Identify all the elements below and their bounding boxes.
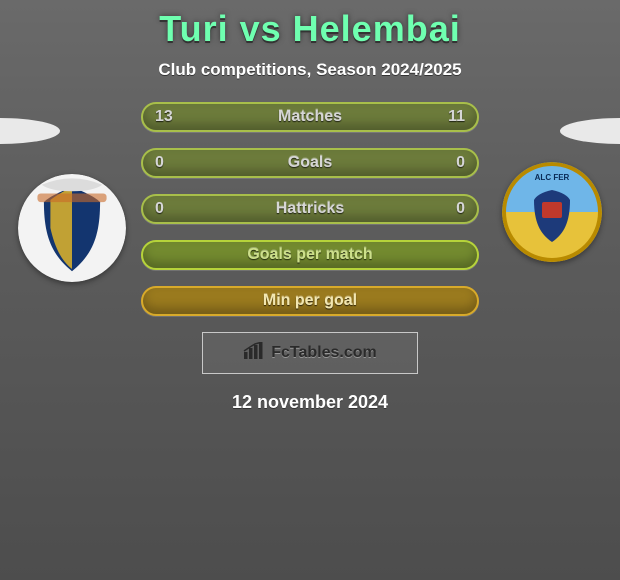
comparison-stage: ALC FER 13 Matches 11 0 Goals 0 0 Hattri… xyxy=(0,102,620,413)
stat-label: Hattricks xyxy=(143,200,477,218)
club-logo-right: ALC FER xyxy=(502,162,602,262)
stat-bar-hattricks: 0 Hattricks 0 xyxy=(141,194,479,224)
stat-value-right: 0 xyxy=(456,154,465,172)
stat-label: Matches xyxy=(143,108,477,126)
player-slot-right xyxy=(560,118,620,144)
stat-label: Goals per match xyxy=(143,246,477,264)
subtitle: Club competitions, Season 2024/2025 xyxy=(0,60,620,80)
brand-badge: FcTables.com xyxy=(202,332,418,374)
brand-text: FcTables.com xyxy=(271,344,377,362)
stat-bar-min-per-goal: Min per goal xyxy=(141,286,479,316)
bar-chart-icon xyxy=(243,342,265,365)
stat-bars: 13 Matches 11 0 Goals 0 0 Hattricks 0 Go… xyxy=(141,102,479,316)
stat-label: Goals xyxy=(143,154,477,172)
page-title: Turi vs Helembai xyxy=(0,0,620,50)
snapshot-date: 12 november 2024 xyxy=(0,392,620,413)
stat-bar-matches: 13 Matches 11 xyxy=(141,102,479,132)
stat-value-right: 0 xyxy=(456,200,465,218)
stat-bar-goals: 0 Goals 0 xyxy=(141,148,479,178)
svg-text:ALC FER: ALC FER xyxy=(535,173,570,182)
club-logo-left xyxy=(18,174,126,282)
stat-bar-goals-per-match: Goals per match xyxy=(141,240,479,270)
stat-value-right: 11 xyxy=(448,108,465,126)
stat-label: Min per goal xyxy=(143,292,477,310)
player-slot-left xyxy=(0,118,60,144)
